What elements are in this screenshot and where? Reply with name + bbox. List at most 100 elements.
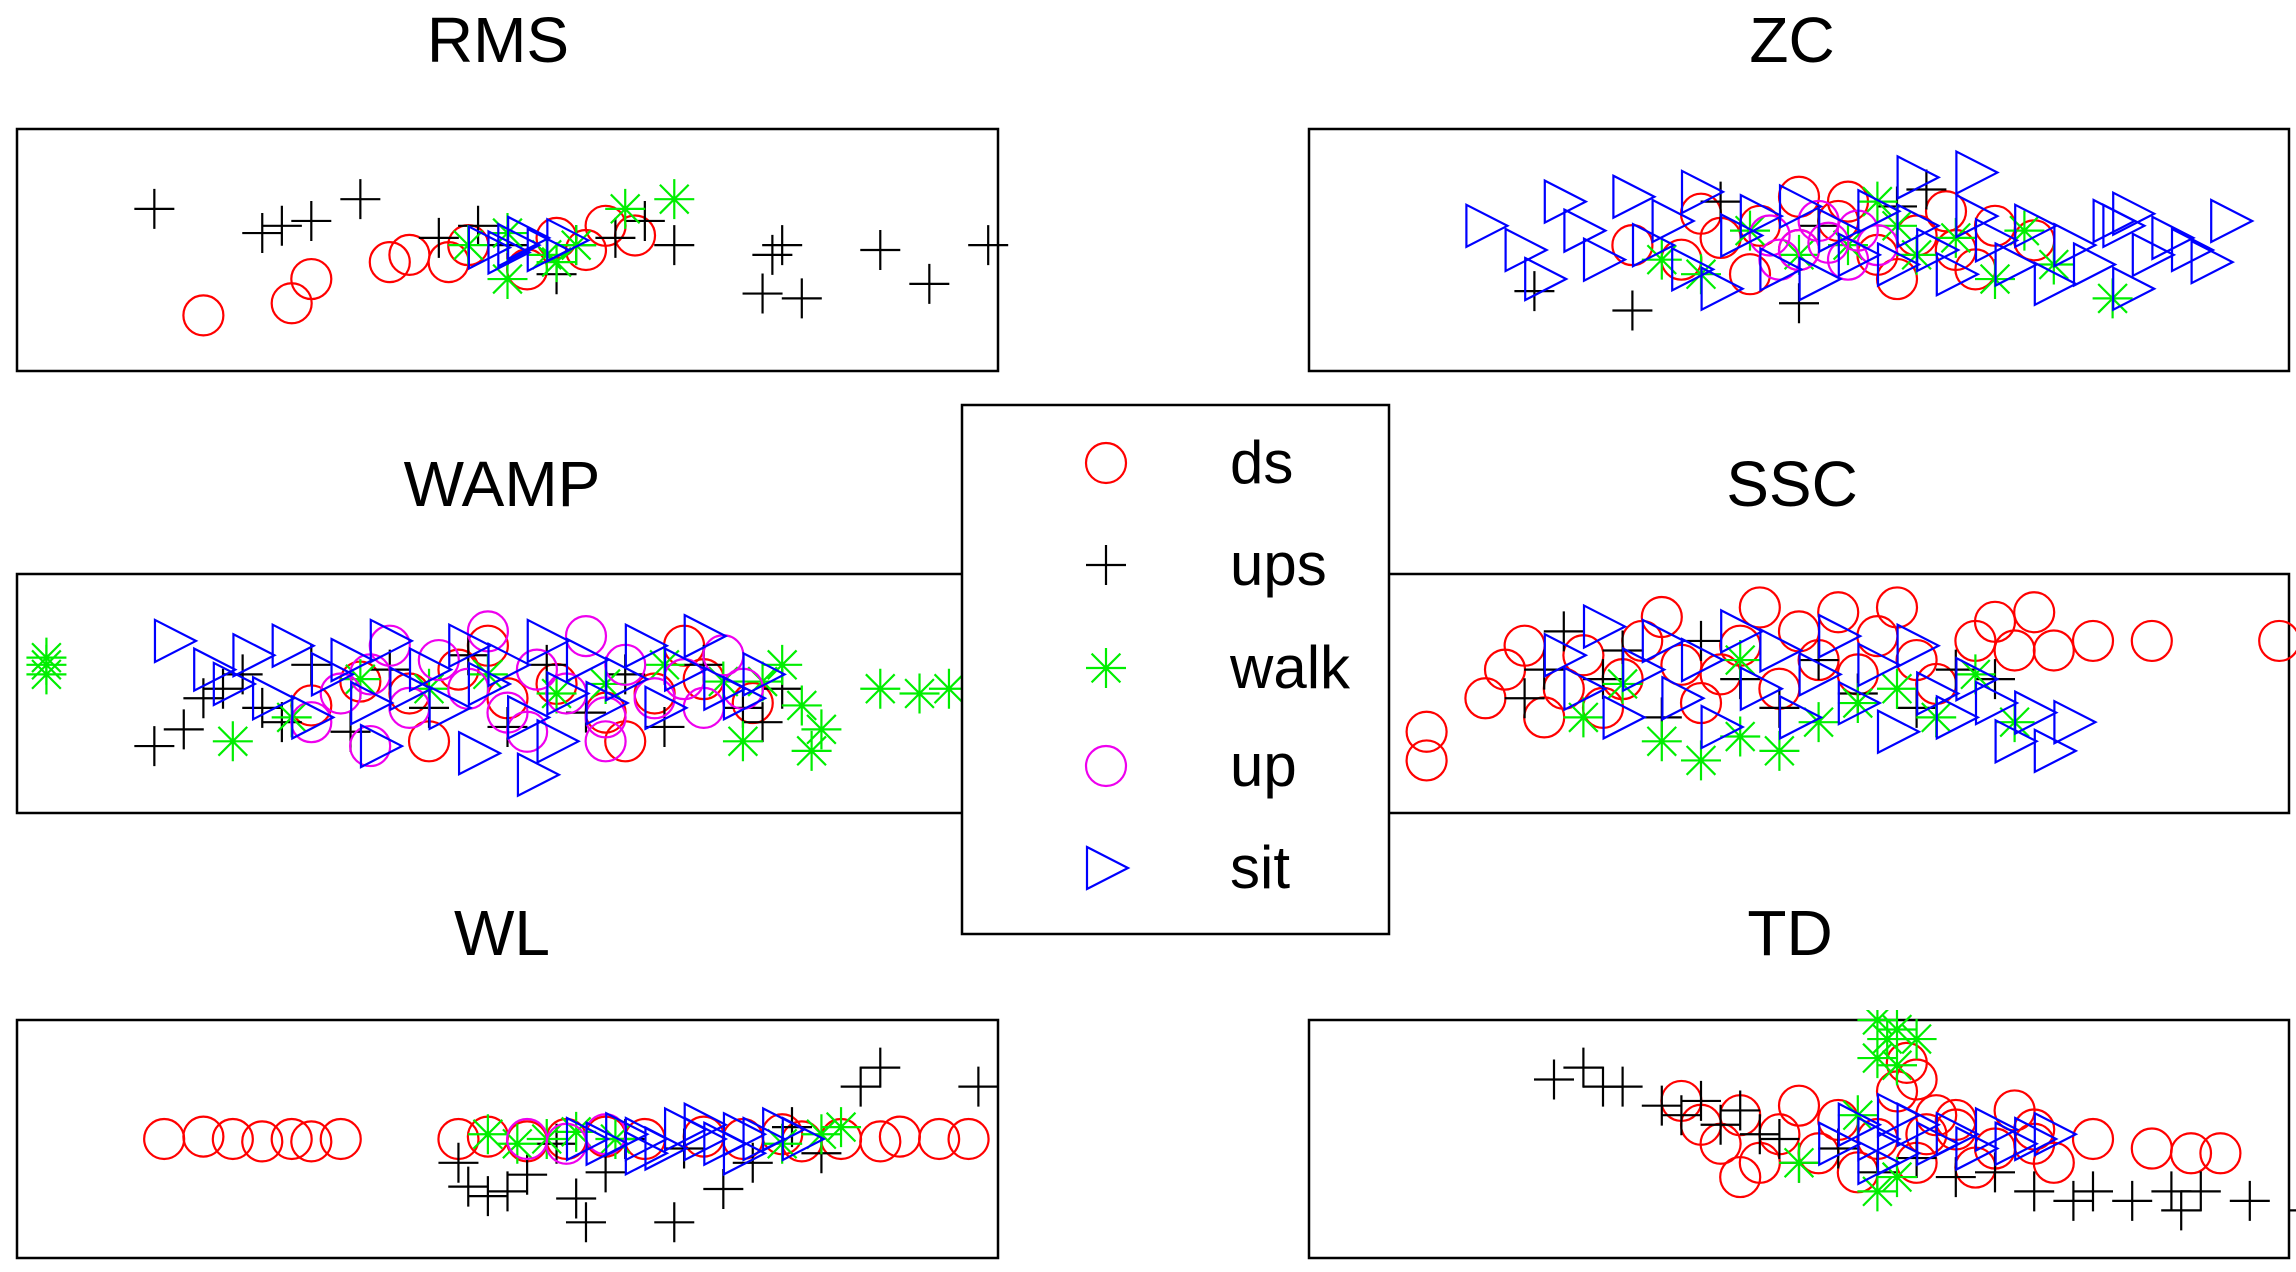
point-wl-ups-7: [585, 1152, 626, 1193]
point-zc-up-0: [1748, 214, 1791, 257]
point-wl-ups-0: [438, 1142, 479, 1183]
point-wamp-walk-8: [536, 673, 577, 714]
point-wamp-sit-33: [359, 723, 405, 769]
point-rms-ups-19: [968, 225, 1009, 266]
point-rms-ups-16: [742, 273, 783, 314]
point-wamp-walk-14: [781, 685, 822, 726]
point-wamp-sit-4: [251, 675, 297, 722]
point-ssc-sit-15: [1837, 680, 1883, 726]
point-zc-sit-2: [1524, 256, 1569, 302]
point-zc-sit-36: [2102, 203, 2147, 249]
point-wamp-up-20: [349, 724, 392, 768]
point-td-ups-18: [2053, 1180, 2094, 1221]
point-wamp-sit-32: [536, 718, 581, 765]
point-td-sit-13: [1857, 1140, 1902, 1186]
point-wl-ups-10: [732, 1142, 773, 1183]
point-rms-ds-9: [388, 233, 431, 276]
point-zc-sit-16: [1798, 256, 1844, 302]
point-ssc-ds-0: [1405, 739, 1448, 782]
point-wl-walk-0: [467, 1114, 508, 1155]
point-td-walk-2: [1877, 1010, 1917, 1050]
point-ssc-ds-20: [1817, 591, 1860, 634]
point-wamp-sit-22: [605, 656, 650, 702]
point-rms-walk-3: [556, 225, 597, 266]
point-td-ups-10: [1759, 1119, 1800, 1159]
point-ssc-ds-29: [2013, 591, 2056, 634]
point-td-ups-8: [1720, 1090, 1761, 1131]
point-ssc-sit-20: [1935, 694, 1981, 741]
point-ssc-ds-1: [1405, 710, 1448, 753]
point-wamp-walk-2: [26, 637, 67, 678]
legend-label-ds: ds: [1230, 429, 1293, 496]
point-td-ups-22: [2161, 1190, 2202, 1231]
point-td-sit-11: [2033, 1111, 2079, 1158]
point-rms-ups-3: [291, 200, 332, 241]
point-ssc-sit-2: [1582, 603, 1628, 650]
point-wl-sit-14: [722, 1130, 768, 1177]
point-zc-sit-0: [1465, 203, 1510, 249]
point-wl-ups-3: [487, 1171, 528, 1212]
legend-label-up: up: [1230, 732, 1297, 799]
point-rms-ups-17: [860, 230, 901, 270]
point-td-ds-7: [1777, 1084, 1821, 1127]
point-ssc-sit-8: [1700, 704, 1746, 750]
point-wamp-walk-19: [928, 668, 969, 709]
point-rms-ups-1: [242, 213, 283, 254]
point-wl-walk-6: [801, 1114, 842, 1155]
point-ssc-ds-27: [1973, 600, 2017, 643]
point-td-ups-24: [2229, 1180, 2270, 1221]
legend-frame: [960, 403, 1391, 936]
point-wamp-up-5: [417, 638, 460, 682]
point-wl-walk-4: [595, 1119, 636, 1159]
point-zc-walk-4: [1857, 181, 1898, 222]
point-rms-sit-5: [487, 229, 532, 276]
point-ssc-ds-31: [2071, 619, 2115, 663]
legend-symbol-sit: [1085, 845, 1131, 891]
point-td-ds-29: [2199, 1132, 2242, 1175]
point-wl-ds-3: [241, 1120, 284, 1163]
point-wamp-walk-13: [762, 644, 803, 685]
point-rms-ups-15: [781, 278, 822, 319]
point-td-walk-5: [1857, 1038, 1898, 1079]
point-wamp-walk-18: [899, 673, 940, 714]
point-ssc-walk-0: [1563, 697, 1604, 738]
point-rms-walk-7: [536, 242, 577, 283]
point-td-ups-0: [1534, 1059, 1574, 1100]
panel-title-wamp: WAMP: [404, 448, 601, 520]
point-td-walk-7: [1779, 1142, 1819, 1183]
point-zc-sit-5: [1582, 236, 1628, 283]
point-wamp-sit-19: [546, 670, 591, 717]
point-wl-ups-5: [556, 1178, 597, 1219]
point-zc-ds-11: [1728, 253, 1772, 296]
point-td-ups-6: [1681, 1080, 1721, 1121]
point-ssc-sit-11: [1759, 627, 1804, 674]
point-zc-sit-9: [1671, 246, 1716, 293]
point-wamp-walk-15: [801, 709, 842, 750]
point-wamp-sit-5: [271, 622, 317, 669]
point-wl-walk-7: [821, 1107, 862, 1148]
panel-points-wl: [143, 1047, 999, 1243]
panel-title-zc: ZC: [1749, 4, 1834, 76]
point-wamp-walk-16: [791, 730, 832, 771]
point-rms-walk-4: [605, 188, 646, 229]
point-wamp-sit-9: [350, 680, 395, 726]
point-wl-ups-4: [507, 1154, 548, 1195]
legend-symbol-walk: [1086, 648, 1126, 688]
point-ssc-sit-24: [2014, 689, 2059, 736]
point-rms-sit-4: [507, 215, 552, 261]
point-wamp-sit-12: [408, 646, 454, 693]
point-td-ups-19: [2073, 1171, 2113, 1212]
point-wamp-sit-18: [526, 618, 572, 664]
point-td-walk-4: [1877, 1045, 1917, 1086]
point-rms-ds-3: [368, 241, 411, 284]
point-wamp-sit-23: [624, 622, 670, 669]
legend-symbol-ds: [1084, 441, 1128, 485]
point-rms-ds-11: [564, 228, 608, 272]
point-ssc-sit-17: [1876, 708, 1922, 755]
point-rms-ups-14: [762, 225, 803, 266]
point-rms-ups-5: [418, 217, 459, 258]
point-wamp-walk-5: [340, 659, 381, 700]
point-rms-ups-10: [595, 217, 636, 258]
point-wamp-sit-10: [369, 618, 415, 664]
panel-points-ssc: [1405, 586, 2296, 782]
